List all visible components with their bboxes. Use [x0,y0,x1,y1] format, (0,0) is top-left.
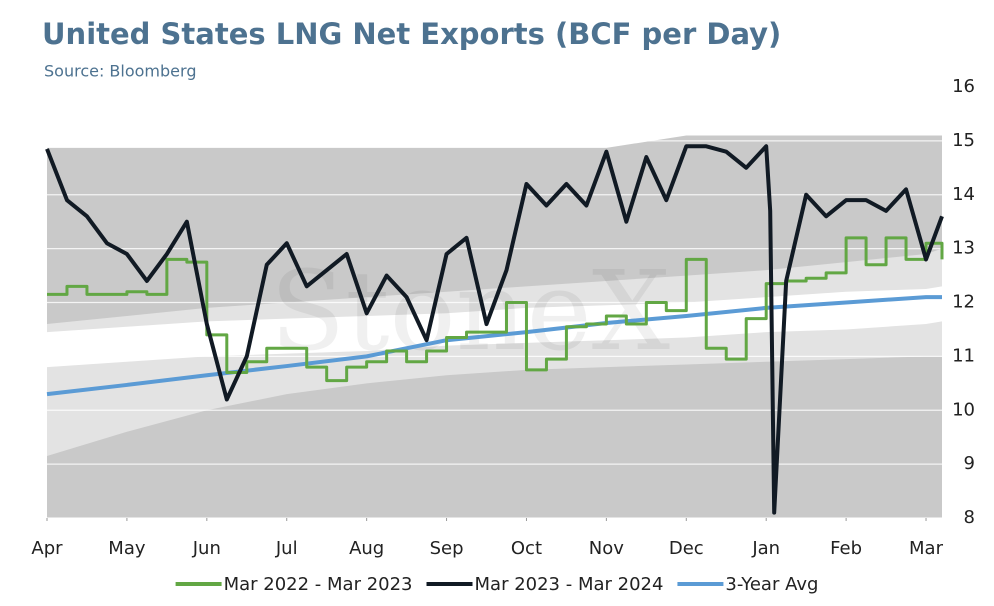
y-tick-label: 13 [952,238,975,259]
x-tick-label: Apr [31,538,63,559]
legend-item: Mar 2023 - Mar 2024 [426,574,664,595]
y-tick-label: 8 [964,507,975,528]
y-tick-label: 10 [952,399,975,420]
y-tick-label: 9 [964,453,975,474]
x-tick-label: Jun [192,538,221,559]
y-tick-label: 16 [952,76,975,97]
x-tick-label: Oct [511,538,542,559]
x-tick-label: Aug [349,538,384,559]
chart-title: United States LNG Net Exports (BCF per D… [42,17,781,51]
series-line [47,236,944,383]
x-tick-label: Sep [430,538,464,559]
y-tick-label: 14 [952,184,975,205]
series-line [45,144,944,515]
x-tick-label: Feb [830,538,862,559]
x-tick-label: Dec [669,538,704,559]
lines [45,144,944,515]
y-tick-label: 11 [952,345,975,366]
legend-item: 3-Year Avg [677,574,818,595]
axes: 8 9 10 11 12 13 14 15 16 Apr May Jun Jul Aug Sep Oct Nov… [31,76,975,559]
x-tick-label: Nov [589,538,624,559]
legend-label: 3-Year Avg [725,574,818,595]
legend-label: Mar 2023 - Mar 2024 [475,574,664,595]
grid [47,86,942,519]
x-tick-label: Mar [909,538,944,559]
legend-label: Mar 2022 - Mar 2023 [224,574,413,595]
x-tick-label: Jan [751,538,780,559]
legend-item: Mar 2022 - Mar 2023 [175,574,413,595]
y-tick-label: 15 [952,130,975,151]
x-tick-label: Jul [275,538,298,559]
chart-subtitle: Source: Bloomberg [44,62,196,81]
watermark: StoneX [270,247,670,375]
legend: Mar 2022 - Mar 2023 Mar 2023 - Mar 2024 3-… [175,574,818,595]
y-tick-label: 12 [952,292,975,313]
x-tick-label: May [108,538,146,559]
